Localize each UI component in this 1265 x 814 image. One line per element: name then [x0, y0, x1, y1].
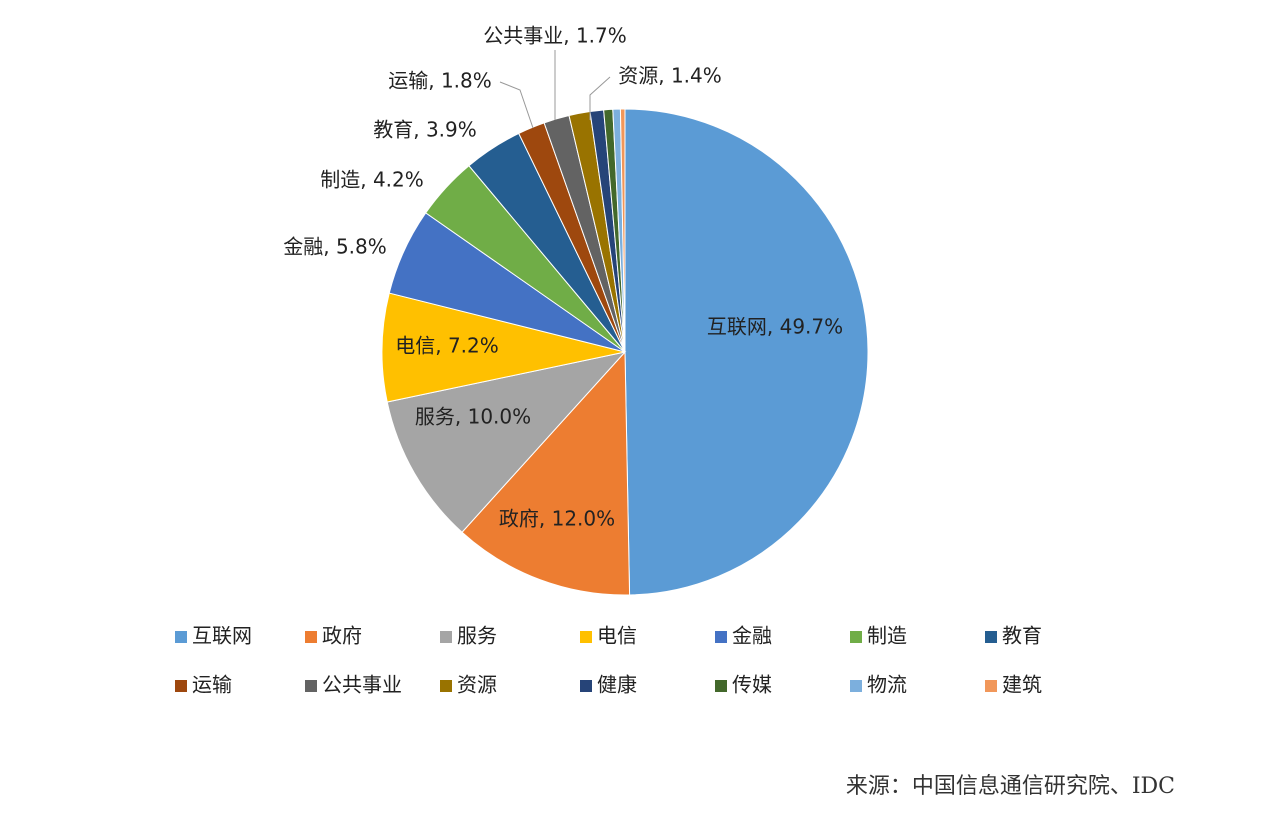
pie-slice — [381, 292, 626, 403]
legend-label: 健康 — [597, 673, 637, 697]
legend-label: 制造 — [867, 624, 907, 648]
pie-slice — [386, 351, 627, 533]
legend-label: 资源 — [457, 673, 497, 697]
data-label: 政府, 12.0% — [499, 507, 615, 531]
legend-swatch — [440, 631, 452, 643]
legend-label: 政府 — [322, 624, 362, 648]
legend-swatch — [305, 631, 317, 643]
legend-label: 互联网 — [192, 624, 252, 648]
data-labels: 互联网, 49.7% 政府, 12.0% 服务, 10.0% 电信, 7.2% 金融, … — [283, 24, 843, 531]
data-label: 教育, 3.9% — [373, 118, 477, 142]
legend-swatch — [175, 680, 187, 692]
data-label: 互联网, 49.7% — [707, 315, 843, 339]
data-label: 电信, 7.2% — [395, 334, 499, 358]
legend-swatch — [850, 631, 862, 643]
legend-swatch — [985, 680, 997, 692]
legend-swatch — [580, 680, 592, 692]
legend-swatch — [305, 680, 317, 692]
pie-slice — [624, 108, 869, 596]
data-label: 运输, 1.8% — [388, 69, 492, 93]
legend-swatch — [715, 631, 727, 643]
data-label: 公共事业, 1.7% — [483, 24, 627, 48]
legend-label: 公共事业 — [322, 673, 402, 697]
data-label: 金融, 5.8% — [283, 235, 387, 259]
data-label: 资源, 1.4% — [618, 64, 722, 88]
legend-swatch — [985, 631, 997, 643]
legend-label: 金融 — [732, 624, 772, 648]
legend-swatch — [715, 680, 727, 692]
data-label: 制造, 4.2% — [320, 168, 424, 192]
legend-swatch — [440, 680, 452, 692]
legend-swatch — [850, 680, 862, 692]
legend-label: 电信 — [597, 624, 637, 648]
legend-label: 运输 — [192, 673, 232, 697]
leader-line — [499, 81, 534, 129]
source-note: 来源：中国信息通信研究院、IDC — [846, 774, 1175, 799]
pie — [381, 108, 869, 596]
legend-swatch — [580, 631, 592, 643]
leader-line — [589, 76, 611, 120]
pie-slice — [461, 350, 631, 596]
legend-swatch — [175, 631, 187, 643]
legend-label: 物流 — [867, 673, 907, 697]
legend-label: 教育 — [1002, 624, 1042, 648]
legend-label: 建筑 — [1002, 673, 1042, 697]
legend-label: 传媒 — [732, 673, 772, 697]
pie-slice — [619, 108, 626, 353]
legend-label: 服务 — [457, 624, 497, 648]
data-label: 服务, 10.0% — [415, 405, 531, 429]
